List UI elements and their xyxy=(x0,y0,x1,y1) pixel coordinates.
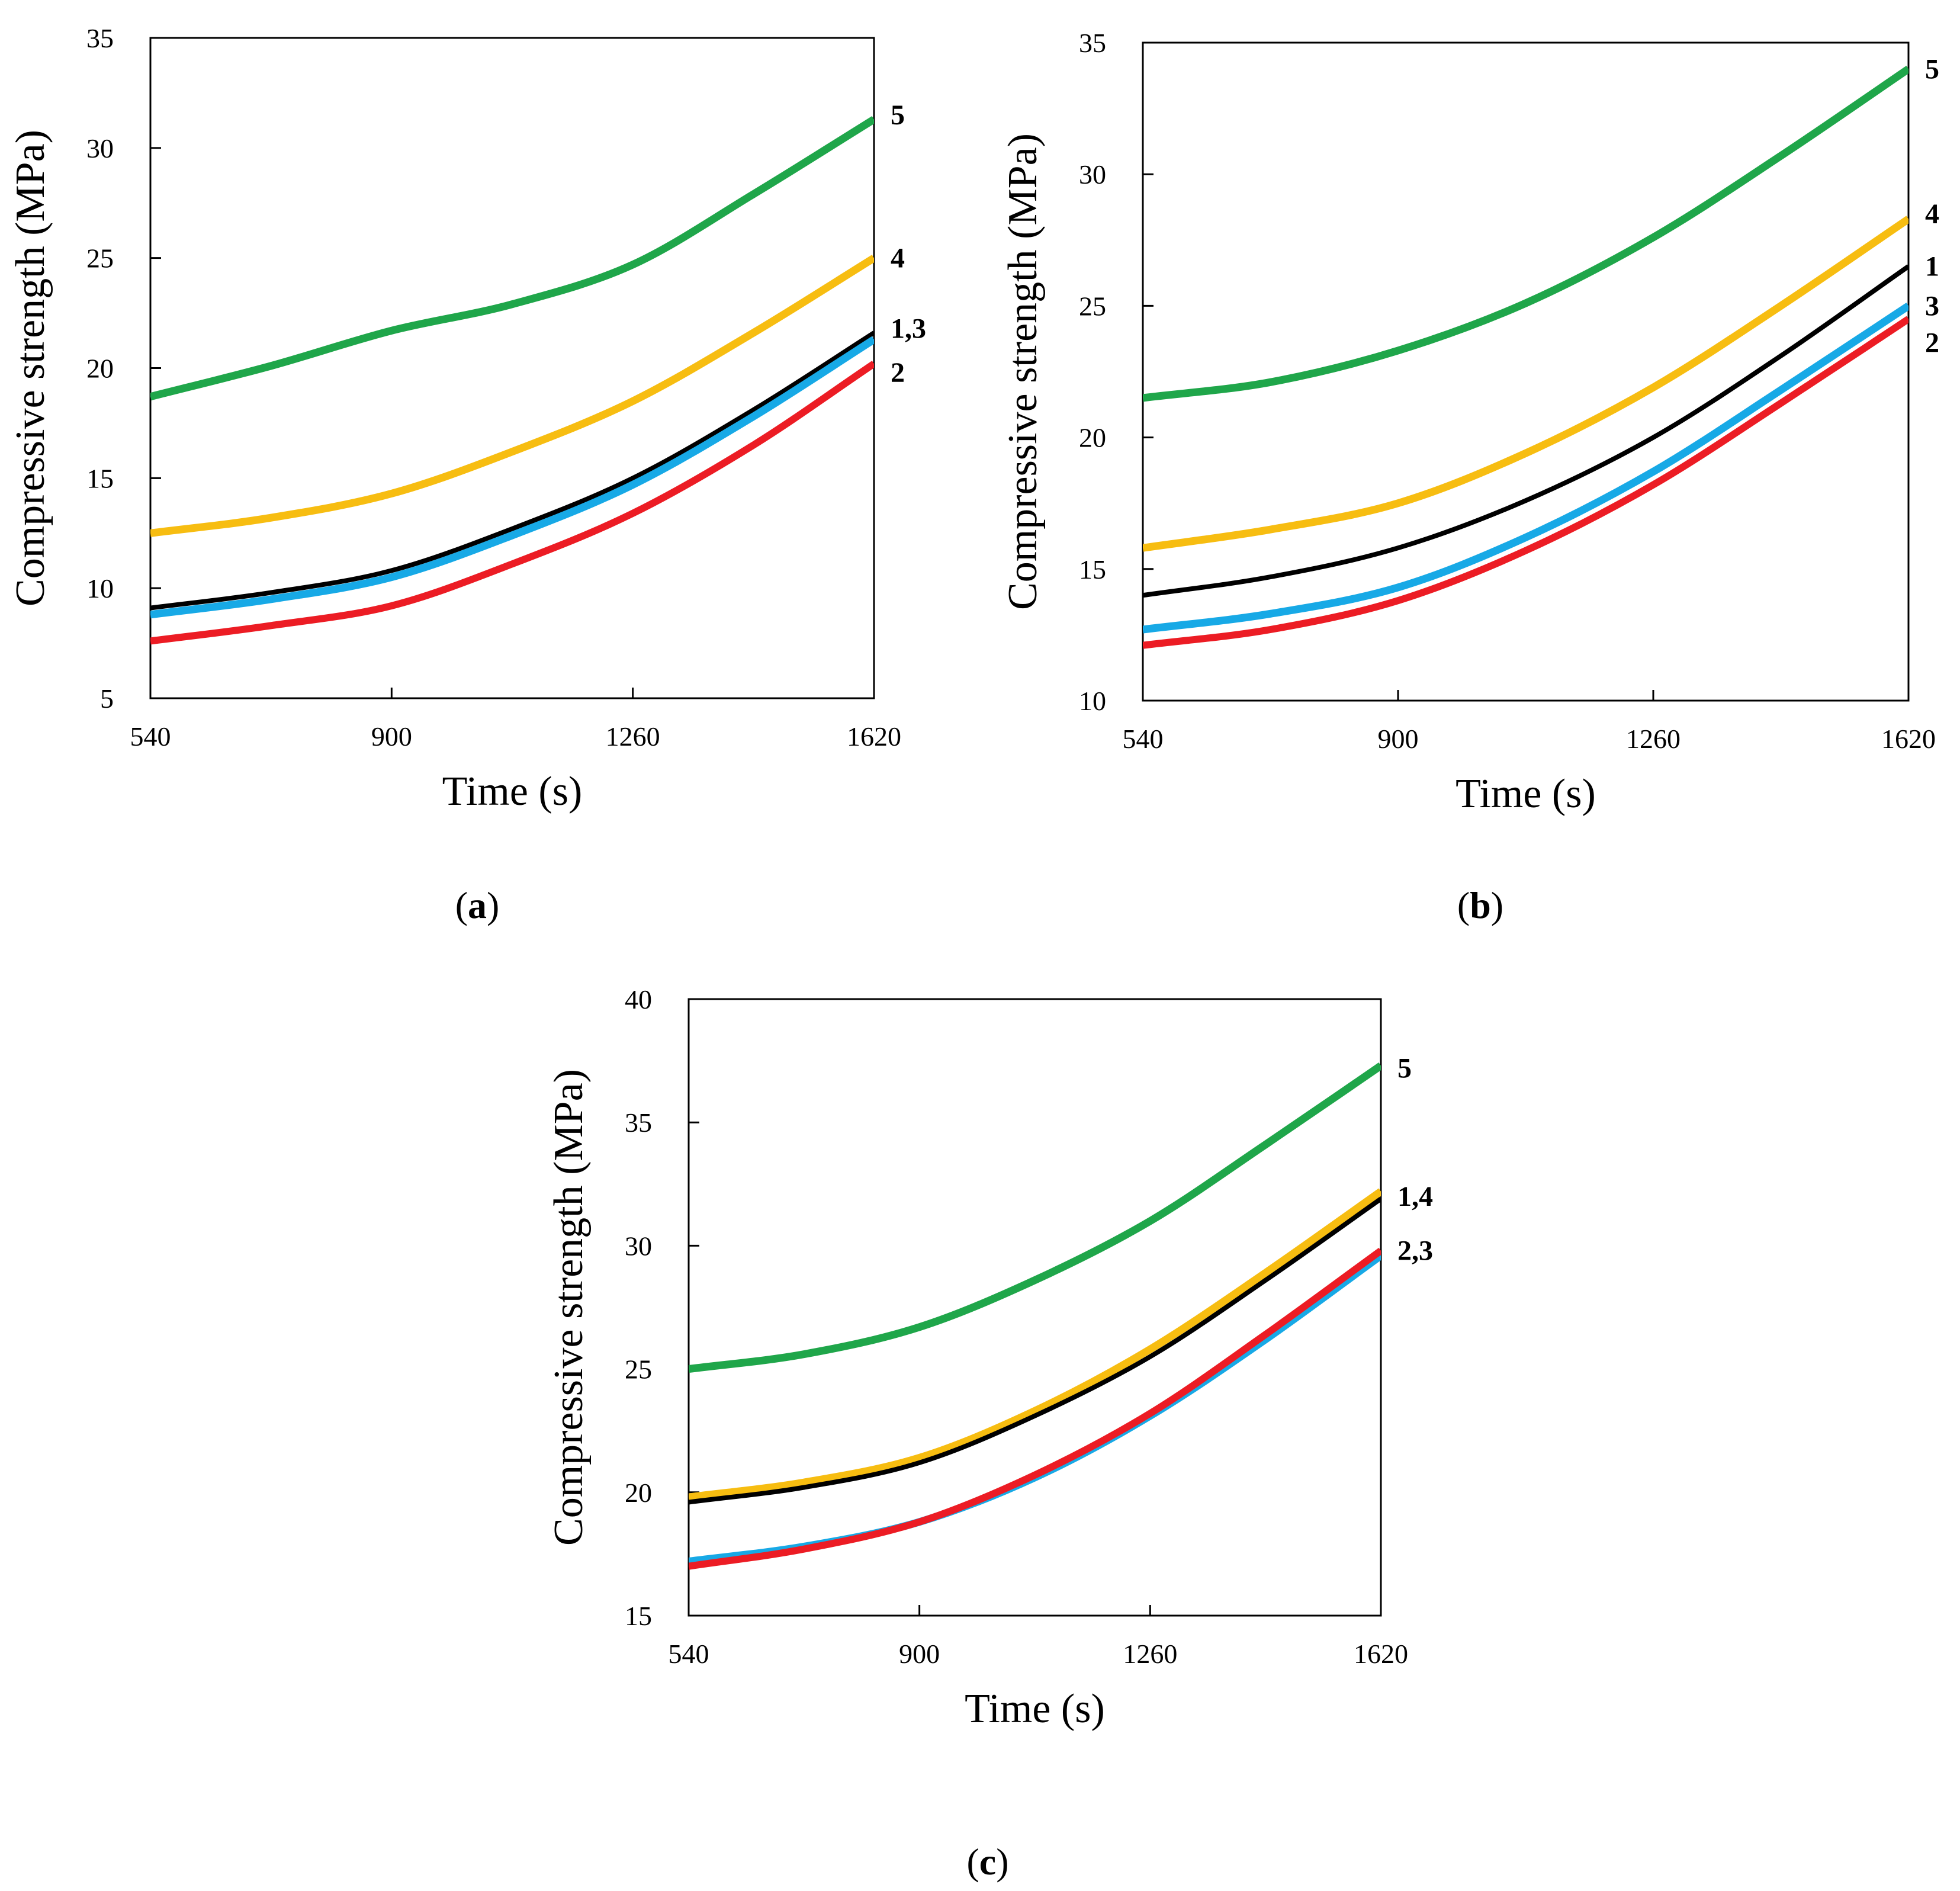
y-tick-label: 20 xyxy=(86,354,114,384)
series-end-label: 3 xyxy=(1925,290,1939,322)
series-end-label: 5 xyxy=(1925,53,1939,85)
plot-frame xyxy=(687,998,1382,1617)
y-tick-label: 40 xyxy=(625,984,652,1014)
x-tick-label: 1260 xyxy=(1123,1639,1177,1669)
y-axis-title: Compressive strength (MPa) xyxy=(8,130,53,606)
chart-panel-c: 540 900 1260 1620 15 20 25 30 35 40 Time (s) Compre… xyxy=(546,984,1433,1883)
x-tick-label: 900 xyxy=(371,721,412,752)
series-line-1 xyxy=(1143,264,1908,598)
series-end-label: 1 xyxy=(1925,251,1939,282)
y-tick-label: 35 xyxy=(625,1107,652,1138)
y-tick-label: 15 xyxy=(1079,554,1106,585)
series-end-label: 1,4 xyxy=(1397,1181,1433,1212)
y-tick-label: 30 xyxy=(625,1231,652,1261)
y-tick-label: 30 xyxy=(86,133,114,163)
y-tick-label: 25 xyxy=(625,1354,652,1385)
y-tick-label: 15 xyxy=(625,1601,652,1631)
y-tick-label: 10 xyxy=(86,573,114,603)
y-tick-label: 25 xyxy=(1079,291,1106,321)
series-end-label: 1,3 xyxy=(891,313,926,345)
y-tick-label: 5 xyxy=(100,683,114,714)
x-tick-label: 540 xyxy=(130,721,171,752)
y-tick-label: 15 xyxy=(86,463,114,493)
panel-caption: (c) xyxy=(966,1841,1008,1883)
panel-caption: (a) xyxy=(455,884,500,926)
x-tick-label: 900 xyxy=(1378,724,1419,754)
y-tick-label: 10 xyxy=(1079,686,1106,716)
series-line-4 xyxy=(1143,216,1908,552)
panel-caption: (b) xyxy=(1457,884,1503,926)
y-axis-title: Compressive strength (MPa) xyxy=(1000,133,1046,610)
series-end-label: 2,3 xyxy=(1397,1235,1433,1267)
series-end-label: 4 xyxy=(1925,198,1939,230)
series-line-2 xyxy=(689,1247,1381,1570)
y-tick-label: 20 xyxy=(1079,423,1106,453)
x-tick-label: 1260 xyxy=(1626,724,1681,754)
x-tick-label: 1620 xyxy=(1354,1639,1408,1669)
y-tick-label: 35 xyxy=(86,23,114,53)
series-line-1 xyxy=(689,1197,1381,1505)
x-axis-title: Time (s) xyxy=(442,769,583,814)
series-line-3 xyxy=(1143,302,1908,634)
y-tick-label: 35 xyxy=(1079,28,1106,58)
series-line-5 xyxy=(150,115,874,401)
series-line-5 xyxy=(689,1062,1381,1373)
series-line-4 xyxy=(150,255,874,537)
x-tick-label: 1620 xyxy=(847,721,901,752)
series-end-label: 5 xyxy=(1397,1053,1412,1084)
y-axis-title: Compressive strength (MPa) xyxy=(546,1069,592,1546)
y-tick-label: 25 xyxy=(86,243,114,274)
series-line-4 xyxy=(689,1188,1381,1501)
series-line-2 xyxy=(150,361,874,645)
series-end-label: 4 xyxy=(891,243,905,274)
x-axis-title: Time (s) xyxy=(1455,771,1596,817)
series-end-label: 5 xyxy=(891,99,905,131)
x-tick-label: 540 xyxy=(1123,724,1164,754)
y-tick-label: 20 xyxy=(625,1478,652,1508)
x-axis-title: Time (s) xyxy=(965,1686,1105,1732)
x-tick-label: 1620 xyxy=(1881,724,1936,754)
series-line-3 xyxy=(150,336,874,619)
plot-frame xyxy=(1142,41,1910,702)
x-tick-label: 540 xyxy=(669,1639,709,1669)
series-end-label: 2 xyxy=(1925,328,1939,359)
series-end-label: 2 xyxy=(891,357,905,389)
x-tick-label: 1260 xyxy=(606,721,660,752)
x-tick-label: 900 xyxy=(899,1639,940,1669)
y-tick-label: 30 xyxy=(1079,159,1106,190)
series-line-5 xyxy=(1143,66,1908,402)
series-line-1 xyxy=(150,330,874,611)
series-line-2 xyxy=(1143,316,1908,649)
